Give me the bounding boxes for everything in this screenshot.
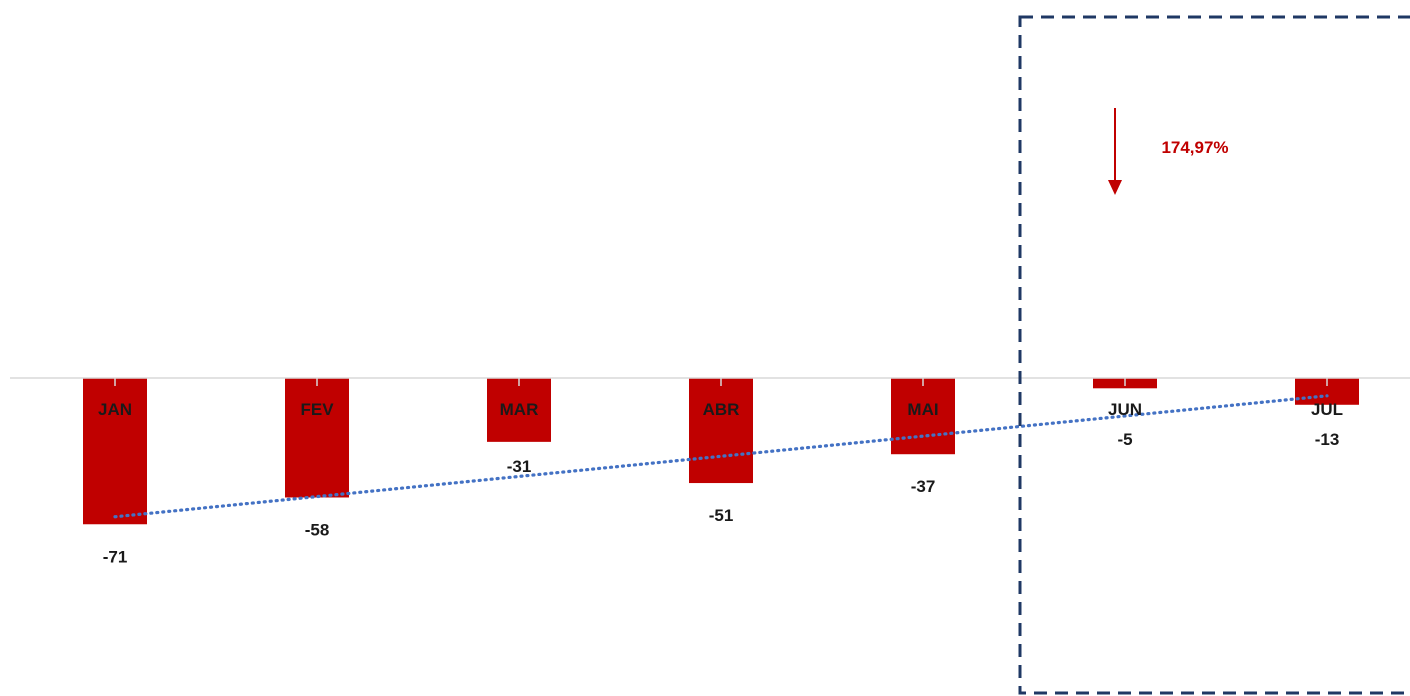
arrow-head bbox=[1108, 180, 1122, 195]
category-label-fev: FEV bbox=[300, 400, 334, 419]
category-label-abr: ABR bbox=[703, 400, 740, 419]
bar-mai bbox=[891, 378, 955, 455]
down-arrow-icon bbox=[1108, 108, 1122, 195]
category-label-jul: JUL bbox=[1311, 400, 1343, 419]
value-label-mar: -31 bbox=[507, 457, 532, 476]
value-label-jun: -5 bbox=[1117, 430, 1132, 449]
trendline-group bbox=[113, 394, 1329, 519]
category-label-jan: JAN bbox=[98, 400, 132, 419]
bar-fev bbox=[285, 378, 349, 498]
category-label-jun: JUN bbox=[1108, 400, 1142, 419]
labels-group: JAN -71 FEV -58 MAR -31 ABR -51 MAI -37 JUN -5 JUL -1… bbox=[98, 400, 1343, 566]
bars-group bbox=[83, 378, 1359, 525]
value-label-jul: -13 bbox=[1315, 430, 1340, 449]
bar-jan bbox=[83, 378, 147, 525]
bar-mar bbox=[487, 378, 551, 442]
category-label-mar: MAR bbox=[500, 400, 539, 419]
highlight-annotation: 174,97% bbox=[1161, 138, 1228, 157]
value-label-jan: -71 bbox=[103, 547, 128, 566]
value-label-fev: -58 bbox=[305, 520, 330, 539]
trendline bbox=[113, 394, 1329, 519]
category-label-mai: MAI bbox=[907, 400, 938, 419]
value-label-abr: -51 bbox=[709, 506, 734, 525]
highlight-box bbox=[1018, 15, 1410, 695]
tick-group bbox=[114, 378, 1328, 386]
value-label-mai: -37 bbox=[911, 477, 936, 496]
bar-abr bbox=[689, 378, 753, 484]
